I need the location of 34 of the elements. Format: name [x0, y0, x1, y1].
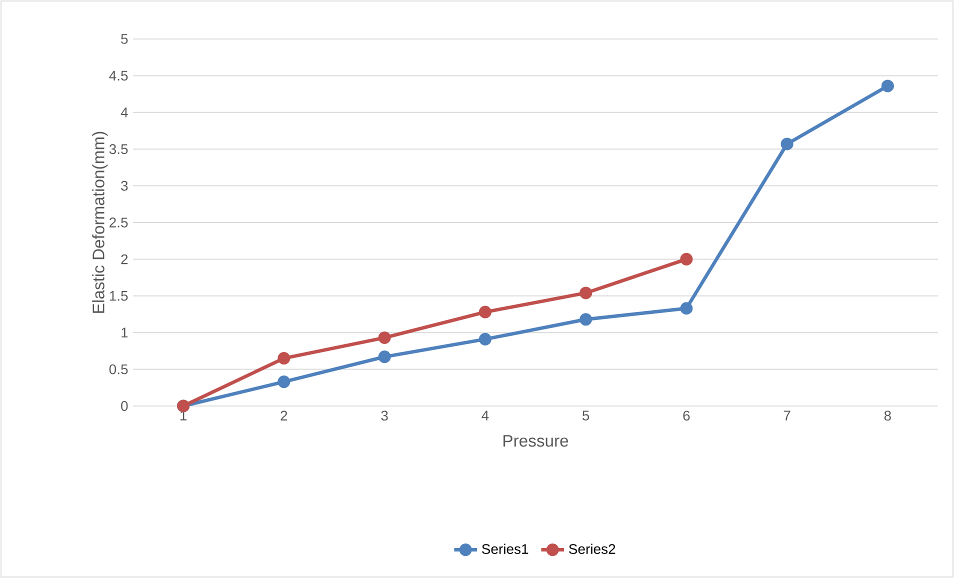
y-tick-label: 3.5 [109, 144, 128, 154]
x-tick-label: 8 [884, 410, 891, 421]
y-tick-label: 0.5 [109, 364, 128, 374]
point [378, 331, 391, 344]
y-axis-title: Elastic Deformation(mm) [92, 132, 108, 313]
x-tick-label: 5 [582, 410, 590, 420]
point [278, 352, 290, 365]
point [680, 302, 693, 315]
x-axis-title: Pressure [504, 435, 568, 447]
x-tick-label: 3 [381, 410, 388, 421]
x-tick-label: 4 [482, 410, 489, 420]
x-tick-label: 6 [683, 410, 690, 421]
x-tick-label: 7 [784, 410, 790, 420]
point [580, 313, 592, 326]
point [278, 376, 290, 388]
y-tick-label: 4.5 [109, 70, 128, 81]
y-tick-label: 1 [122, 328, 128, 338]
y-tick-label: 1.5 [110, 291, 128, 301]
point [378, 350, 391, 364]
y-tick-label: 2.5 [110, 218, 128, 228]
legend-label: Series1 [482, 544, 528, 554]
y-tick-label: 3 [121, 180, 128, 191]
legend-label: Series2 [569, 544, 616, 554]
x-tick-label: 2 [280, 410, 288, 420]
point [580, 286, 592, 300]
point [881, 80, 894, 92]
y-tick-label: 2 [121, 254, 128, 264]
y-tick-label: 4 [120, 108, 128, 118]
point [478, 306, 492, 318]
point [680, 252, 693, 266]
point [478, 332, 492, 346]
y-tick-label: 0 [121, 401, 128, 411]
y-tick-label: 5 [121, 34, 128, 44]
point [780, 138, 794, 150]
